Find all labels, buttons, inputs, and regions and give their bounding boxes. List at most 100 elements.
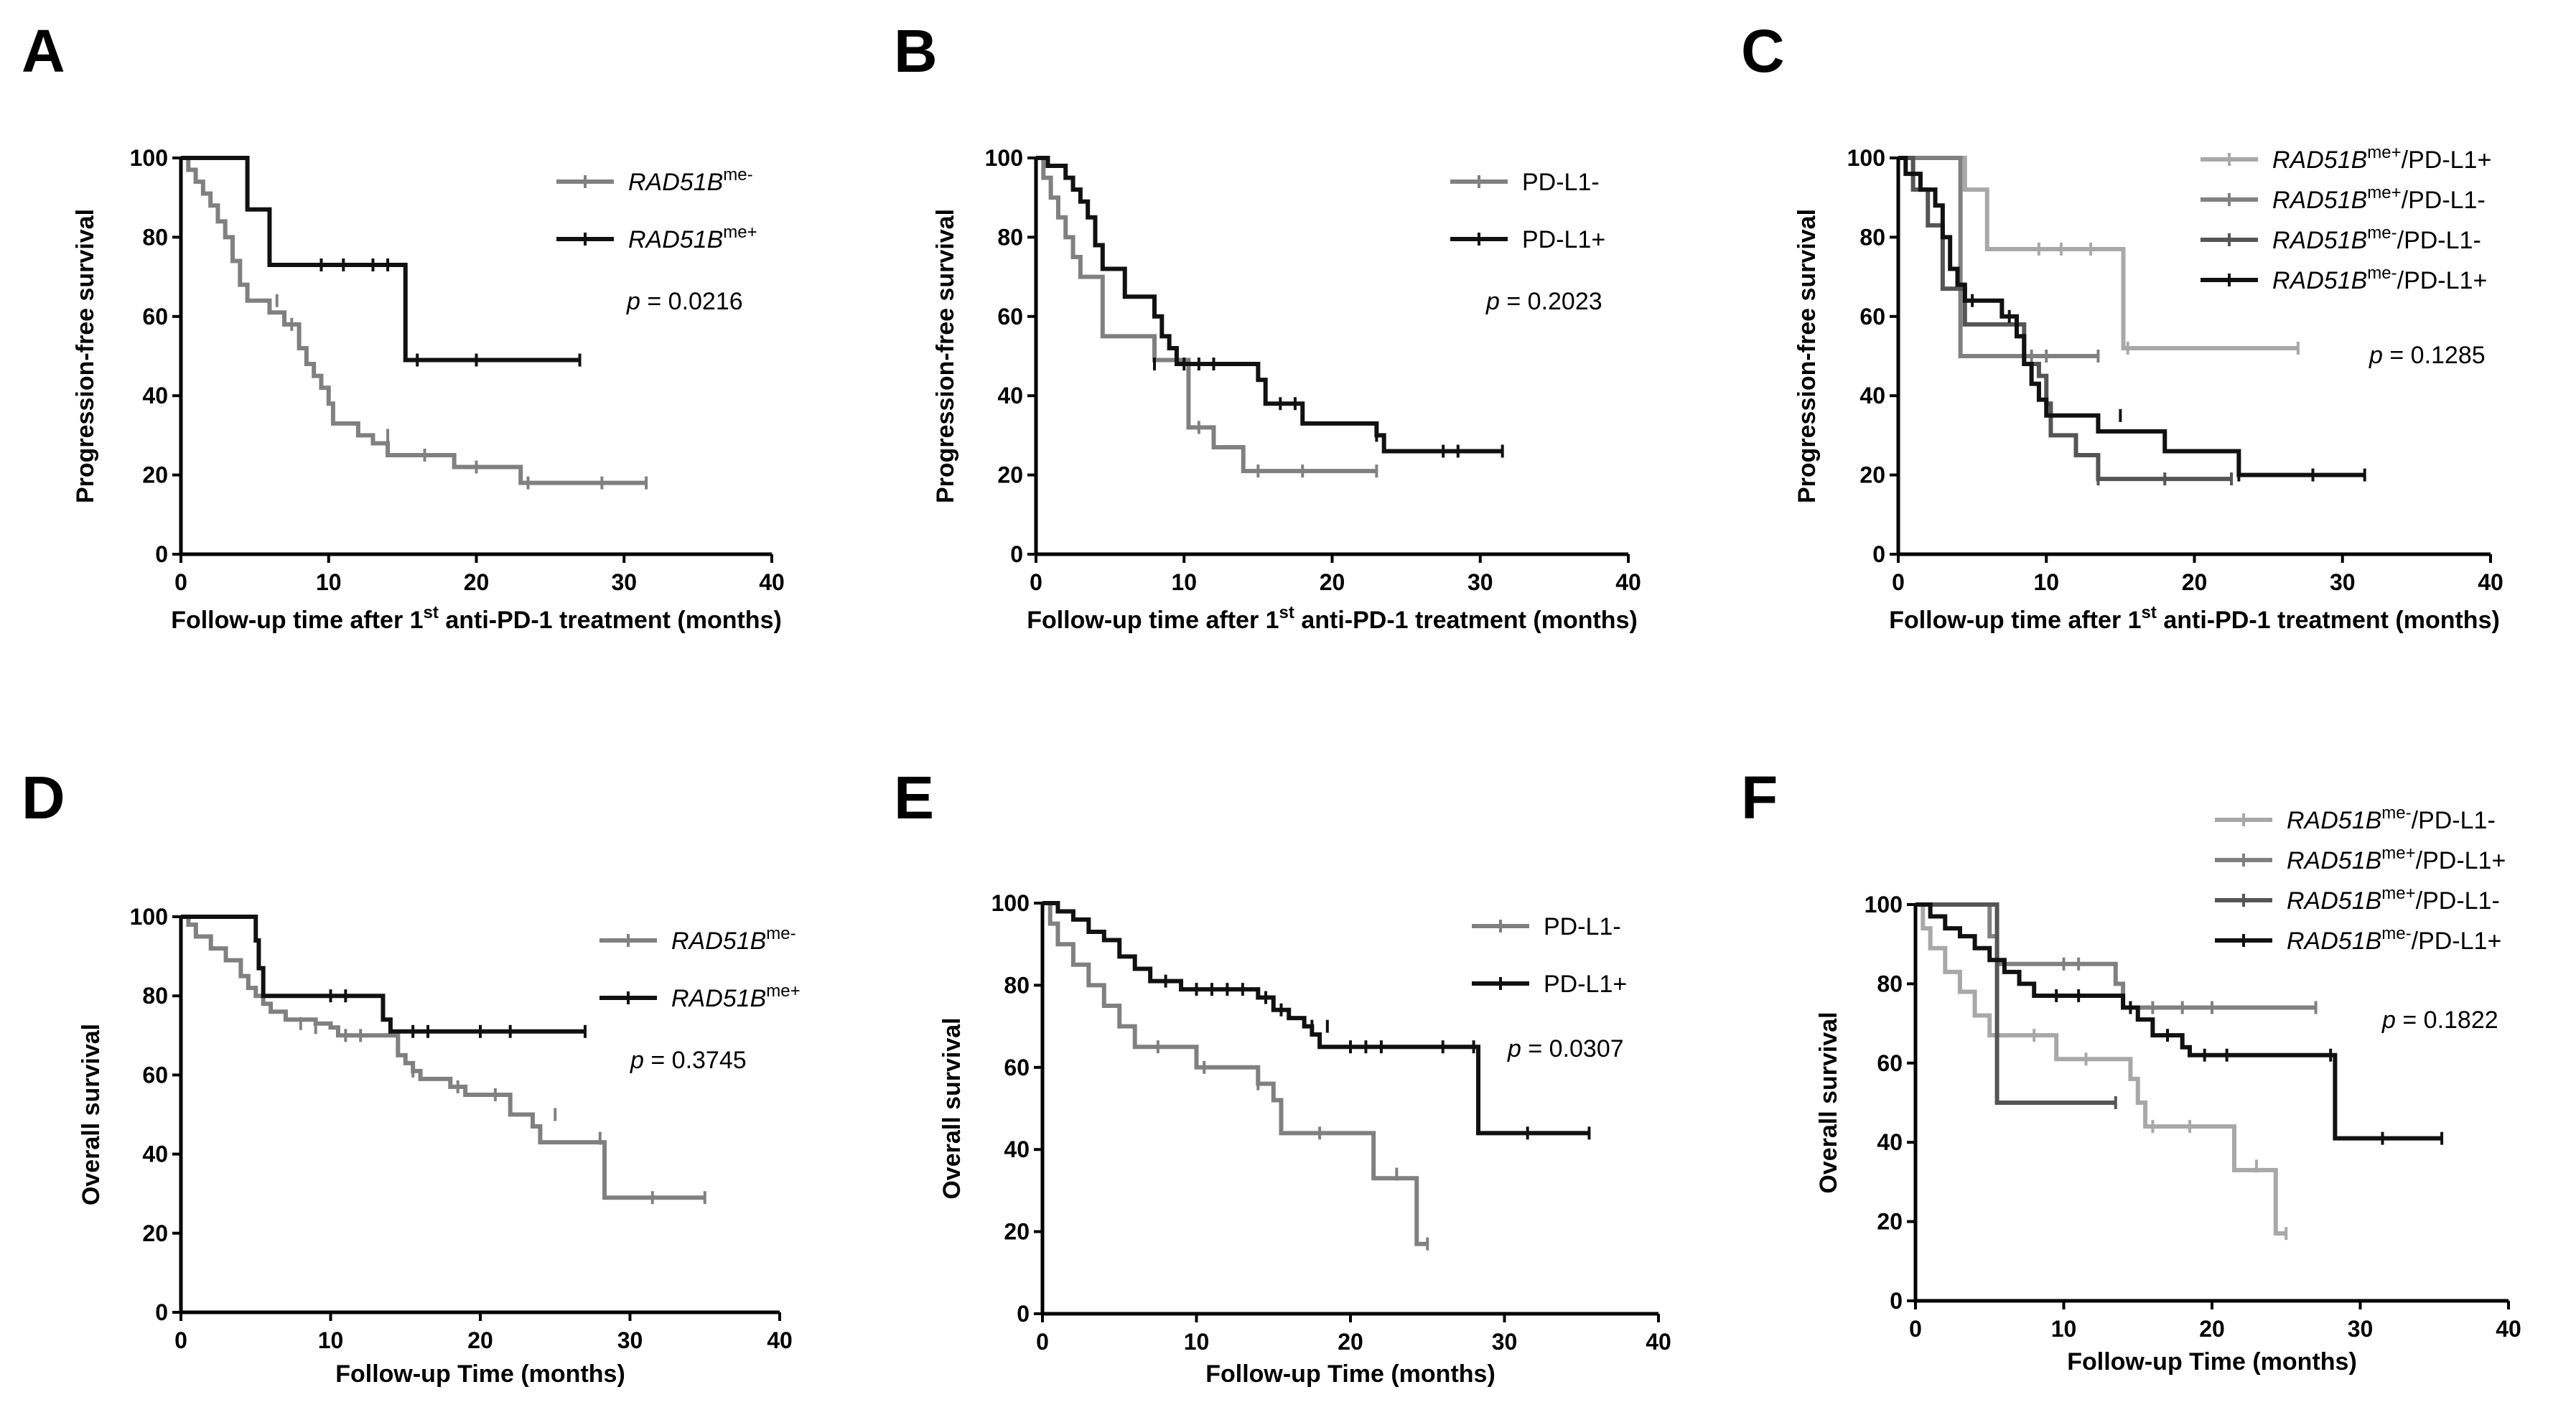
- x-axis-label: Follow-up Time (months): [335, 1360, 625, 1388]
- y-tick-label: 20: [1859, 462, 1885, 488]
- y-tick-label: 100: [991, 890, 1030, 916]
- legend-label: RAD51Bme-/PD-L1-: [2272, 223, 2481, 254]
- y-tick-label: 60: [142, 304, 168, 330]
- x-tick-label: 40: [1646, 1329, 1671, 1355]
- legend-label: RAD51Bme-/PD-L1+: [2287, 924, 2501, 955]
- y-tick-label: 40: [1859, 383, 1885, 408]
- y-tick-label: 60: [997, 304, 1023, 330]
- y-tick-label: 40: [142, 383, 168, 408]
- km-series-2: RAD51Bme+/PD-L1-: [1898, 156, 2486, 363]
- x-axis-label: Follow-up time after 1st anti-PD-1 treat…: [1889, 603, 2500, 634]
- y-tick-label: 100: [1865, 892, 1903, 917]
- y-tick-label: 0: [1872, 541, 1885, 567]
- y-tick-label: 80: [142, 983, 168, 1009]
- y-tick-label: 100: [130, 145, 168, 171]
- legend-label: PD-L1-: [1544, 913, 1621, 940]
- panel-letter: E: [894, 764, 934, 831]
- legend-label: RAD51Bme-: [628, 165, 753, 196]
- km-curve: [1898, 156, 2365, 477]
- x-tick-label: 0: [1030, 569, 1042, 595]
- legend-label: RAD51Bme+/PD-L1-: [2272, 183, 2486, 214]
- y-tick-label: 100: [1847, 145, 1885, 171]
- x-tick-label: 40: [2478, 569, 2503, 595]
- p-value-label: p = 0.0216: [626, 288, 743, 315]
- km-series-4: RAD51Bme-/PD-L1+: [1915, 902, 2501, 1145]
- y-tick-label: 80: [1877, 971, 1903, 996]
- km-curve: [1915, 902, 2116, 1105]
- panel-letter: C: [1741, 17, 1785, 85]
- legend-label: RAD51Bme-/PD-L1-: [2287, 803, 2496, 834]
- x-tick-label: 0: [1036, 1329, 1049, 1355]
- panel-letter: F: [1741, 764, 1778, 831]
- x-tick-label: 40: [759, 569, 785, 595]
- y-tick-label: 40: [997, 383, 1023, 408]
- y-tick-label: 60: [1004, 1055, 1030, 1080]
- x-axis-label: Follow-up Time (months): [1205, 1360, 1495, 1388]
- km-series-1: PD-L1-: [1036, 156, 1600, 478]
- x-tick-label: 10: [2051, 1316, 2077, 1342]
- p-value-label: p = 0.1822: [2381, 1006, 2498, 1034]
- y-tick-label: 20: [1004, 1219, 1030, 1245]
- km-curve: [1898, 156, 2298, 350]
- x-tick-label: 30: [2348, 1316, 2374, 1342]
- km-series-1: RAD51Bme-: [181, 915, 796, 1205]
- y-tick-label: 20: [997, 462, 1023, 488]
- x-tick-label: 10: [1171, 569, 1197, 595]
- km-series-2: PD-L1+: [1042, 901, 1627, 1140]
- y-tick-label: 0: [1010, 541, 1023, 567]
- x-tick-label: 20: [2182, 569, 2208, 595]
- legend-label: RAD51Bme-: [671, 924, 796, 955]
- legend-label: PD-L1-: [1522, 169, 1600, 196]
- panel-a: A 0 20 40 60 80 100 0 10 20 30 40 Progression-free s…: [22, 17, 785, 634]
- km-curve: [181, 915, 585, 1034]
- y-axis-label: Overall survival: [78, 1024, 105, 1205]
- y-tick-label: 60: [1877, 1050, 1903, 1076]
- panel-letter: D: [22, 764, 65, 831]
- y-tick-label: 20: [1877, 1209, 1903, 1235]
- km-series-2: RAD51Bme+: [181, 156, 757, 367]
- x-tick-label: 20: [2199, 1316, 2225, 1342]
- x-tick-label: 40: [1615, 569, 1641, 595]
- x-tick-label: 30: [1492, 1329, 1518, 1355]
- x-tick-label: 20: [1338, 1329, 1363, 1355]
- legend-label: RAD51Bme+/PD-L1+: [2287, 844, 2506, 874]
- x-tick-label: 20: [464, 569, 490, 595]
- km-series-2: RAD51Bme+: [181, 915, 801, 1038]
- km-series-3: RAD51Bme+/PD-L1-: [1915, 884, 2500, 1109]
- y-axis-label: Progression-free survival: [1793, 209, 1821, 503]
- km-curve: [1036, 156, 1503, 454]
- y-axis-label: Overall survival: [1815, 1012, 1842, 1193]
- km-curve: [1036, 156, 1377, 474]
- y-tick-label: 0: [155, 1299, 168, 1325]
- x-axis-label: Follow-up Time (months): [2067, 1348, 2357, 1375]
- km-series-4: RAD51Bme-/PD-L1+: [1898, 156, 2487, 482]
- legend-label: RAD51Bme+: [671, 981, 801, 1012]
- x-tick-label: 20: [467, 1327, 493, 1353]
- y-tick-label: 100: [130, 904, 168, 930]
- x-tick-label: 0: [1892, 569, 1905, 595]
- km-series-1: PD-L1-: [1042, 901, 1621, 1251]
- km-curve: [1915, 902, 2287, 1236]
- x-tick-label: 10: [2033, 569, 2059, 595]
- legend-label: RAD51Bme+/PD-L1-: [2287, 884, 2500, 915]
- y-tick-label: 20: [142, 462, 168, 488]
- y-tick-label: 80: [1004, 972, 1030, 998]
- km-series-1: RAD51Bme-: [181, 156, 753, 490]
- y-tick-label: 60: [142, 1062, 168, 1088]
- y-tick-label: 0: [1890, 1288, 1903, 1314]
- km-curve: [181, 156, 580, 363]
- km-curve: [1898, 156, 2232, 482]
- panel-b: B 0 20 40 60 80 100 0 10 20 30 40 Progression-free s…: [894, 17, 1641, 634]
- y-tick-label: 80: [1859, 224, 1885, 250]
- legend-label: RAD51Bme+: [628, 223, 757, 253]
- x-tick-label: 10: [316, 569, 342, 595]
- km-curve: [1042, 901, 1590, 1136]
- x-axis-label: Follow-up time after 1st anti-PD-1 treat…: [171, 603, 782, 634]
- km-series-2: PD-L1+: [1036, 156, 1605, 458]
- km-series-1: RAD51Bme-/PD-L1-: [1915, 803, 2496, 1241]
- km-curve: [181, 915, 705, 1200]
- x-tick-label: 40: [2496, 1316, 2521, 1342]
- p-value-label: p = 0.3745: [630, 1047, 747, 1074]
- legend-label: RAD51Bme-/PD-L1+: [2272, 263, 2487, 294]
